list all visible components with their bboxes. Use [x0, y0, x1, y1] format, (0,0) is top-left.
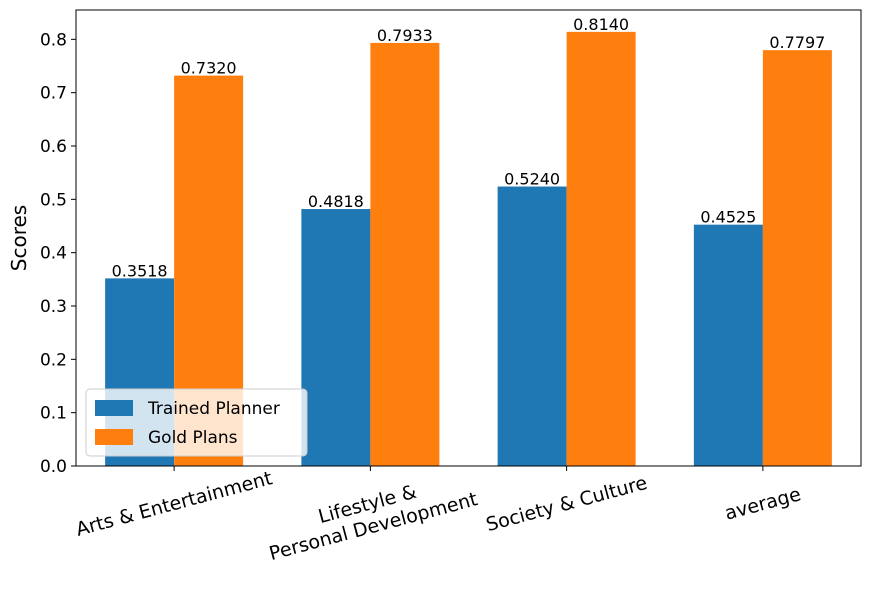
legend-label-gold-plans: Gold Plans	[148, 428, 238, 448]
legend: Trained Planner Gold Plans	[85, 388, 308, 457]
y-tick-label: 0.4	[40, 244, 67, 264]
value-label-gold-plans-society-and-culture: 0.8140	[573, 15, 629, 34]
value-label-trained-planner-lifestyle-and-personal-development: 0.4818	[308, 192, 364, 211]
value-label-trained-planner-arts-and-entertainment: 0.3518	[112, 261, 168, 280]
bar-gold-plans-society-and-culture	[566, 31, 636, 466]
legend-label-trained-planner: Trained Planner	[147, 399, 280, 419]
bar-trained-planner-average	[693, 224, 763, 466]
bar-trained-planner-lifestyle-and-personal-development	[301, 209, 371, 467]
x-tick-label-arts-and-entertainment: Arts & Entertainment	[74, 467, 275, 541]
y-tick-label: 0.7	[40, 84, 67, 104]
y-tick-label: 0.3	[40, 297, 67, 317]
x-tick-label-text: Society & Culture	[484, 472, 650, 536]
axes-frame	[75, 9, 862, 467]
x-tick-label-society-and-culture: Society & Culture	[484, 472, 650, 536]
bar-gold-plans-lifestyle-and-personal-development	[370, 42, 440, 466]
value-labels: 0.3518 0.7320 0.4818 0.7933 0.5240 0.8140 0.45…	[112, 15, 826, 281]
y-tick-label: 0.8	[40, 30, 67, 50]
y-tick-label: 0.5	[40, 190, 67, 210]
value-label-gold-plans-arts-and-entertainment: 0.7320	[181, 59, 237, 78]
legend-swatch-trained-planner	[95, 400, 133, 416]
value-label-gold-plans-average: 0.7797	[769, 33, 825, 52]
y-axis-label: Scores	[7, 205, 31, 271]
legend-frame	[85, 388, 308, 457]
value-label-trained-planner-average: 0.4525	[700, 208, 756, 227]
x-tick-label-line: average	[722, 483, 803, 524]
value-label-gold-plans-lifestyle-and-personal-development: 0.7933	[377, 26, 433, 45]
y-tick-label: 0.0	[40, 457, 67, 477]
bar-gold-plans-average	[762, 50, 832, 466]
legend-swatch-gold-plans	[95, 429, 133, 445]
y-tick-label: 0.1	[40, 404, 67, 424]
bar-trained-planner-society-and-culture	[497, 186, 567, 467]
x-tick-label-text: Arts & Entertainment	[74, 467, 275, 541]
x-axis-ticks: Arts & Entertainment Lifestyle &Personal …	[74, 466, 803, 565]
x-tick-label-text: average	[722, 483, 803, 524]
x-tick-label-lifestyle-and-personal-development: Lifestyle &Personal Development	[261, 466, 480, 565]
x-tick-label-text: Lifestyle &Personal Development	[261, 466, 480, 565]
x-tick-label-line: Arts & Entertainment	[74, 467, 275, 541]
y-tick-label: 0.6	[40, 137, 67, 157]
x-tick-label-line: Society & Culture	[484, 472, 650, 536]
value-label-trained-planner-society-and-culture: 0.5240	[504, 170, 560, 189]
y-axis-ticks: 0.0 0.1 0.2 0.3 0.4 0.5 0.6 0.7 0.8	[40, 30, 76, 477]
x-tick-label-average: average	[722, 483, 803, 524]
y-tick-label: 0.2	[40, 350, 67, 370]
